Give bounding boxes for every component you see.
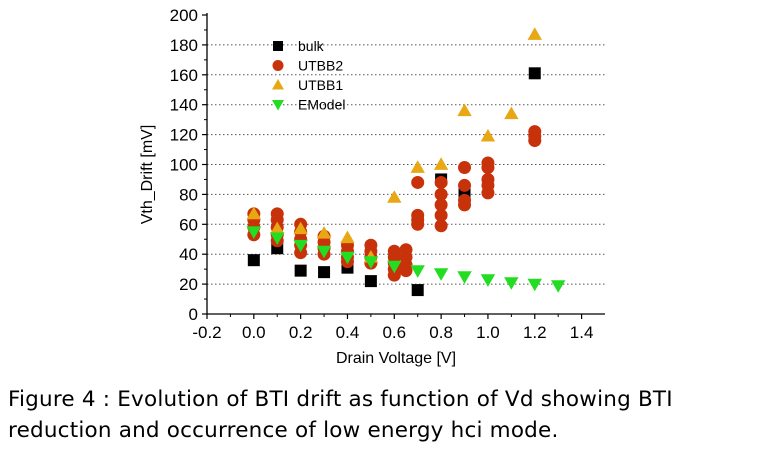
x-tick-label: 0.2 bbox=[289, 323, 313, 342]
y-tick-label: 0 bbox=[189, 305, 198, 324]
data-point-utbb2 bbox=[458, 198, 472, 212]
y-tick-label: 20 bbox=[179, 275, 198, 294]
data-point-utbb1 bbox=[504, 106, 519, 120]
y-tick-label: 80 bbox=[179, 185, 198, 204]
data-point-utbb2 bbox=[399, 264, 413, 278]
y-tick-label: 180 bbox=[170, 36, 198, 55]
x-tick-label: 1.2 bbox=[523, 323, 547, 342]
legend-marker-emodel bbox=[272, 100, 284, 111]
data-point-utbb1 bbox=[527, 27, 542, 40]
data-point-utbb2 bbox=[411, 175, 425, 189]
y-axis-title: Vth_Drift [mV] bbox=[139, 125, 156, 225]
y-tick-label: 200 bbox=[170, 6, 198, 25]
legend-marker-utbb1 bbox=[272, 79, 284, 90]
data-point-utbb2 bbox=[434, 198, 448, 212]
data-point-emodel bbox=[340, 251, 355, 265]
legend-marker-utbb2 bbox=[272, 60, 284, 71]
data-point-utbb2 bbox=[458, 178, 472, 192]
data-point-utbb2 bbox=[434, 219, 448, 233]
data-point-utbb1 bbox=[293, 221, 308, 235]
y-tick-label: 60 bbox=[179, 215, 198, 234]
data-point-utbb1 bbox=[433, 157, 449, 170]
caption-line-1: Figure 4 : Evolution of BTI drift as fun… bbox=[8, 387, 673, 412]
data-point-utbb1 bbox=[387, 190, 402, 203]
data-point-utbb1 bbox=[246, 206, 262, 220]
data-point-emodel bbox=[246, 226, 262, 239]
x-tick-label: 0.8 bbox=[429, 323, 453, 342]
data-point-emodel bbox=[270, 232, 285, 245]
data-point-utbb2 bbox=[481, 160, 495, 174]
data-point-emodel bbox=[504, 277, 519, 290]
data-points bbox=[246, 27, 566, 297]
data-point-utbb2 bbox=[434, 175, 448, 189]
data-point-emodel bbox=[387, 260, 402, 274]
y-tick-label: 140 bbox=[170, 96, 198, 115]
data-point-emodel bbox=[363, 256, 379, 269]
data-point-emodel bbox=[457, 271, 472, 284]
y-tick-label: 120 bbox=[170, 126, 198, 145]
data-point-utbb2 bbox=[528, 134, 542, 148]
x-tick-label: 0.0 bbox=[242, 323, 266, 342]
data-point-utbb2 bbox=[434, 187, 448, 201]
caption-line-2: reduction and occurrence of low energy h… bbox=[8, 418, 559, 443]
x-tick-label: -0.2 bbox=[192, 323, 221, 342]
figure-caption: Figure 4 : Evolution of BTI drift as fun… bbox=[8, 384, 784, 446]
data-point-utbb1 bbox=[457, 103, 472, 117]
legend-label: UTBB1 bbox=[298, 77, 343, 93]
legend-label: UTBB2 bbox=[298, 58, 343, 74]
data-point-emodel bbox=[316, 245, 332, 259]
data-point-utbb1 bbox=[480, 128, 496, 142]
scatter-chart: 0 20 40 60 80 100 120 140 160 180 200 -0.2 0.0 0.2 0.4… bbox=[139, 6, 605, 367]
data-point-utbb1 bbox=[410, 160, 425, 173]
data-point-bulk bbox=[411, 284, 424, 297]
data-point-utbb1 bbox=[340, 230, 355, 244]
legend-marker-bulk bbox=[273, 41, 283, 51]
data-point-emodel bbox=[550, 280, 566, 293]
data-point-utbb2 bbox=[458, 160, 472, 174]
data-point-utbb1 bbox=[270, 221, 285, 235]
data-point-utbb2 bbox=[294, 246, 308, 260]
data-point-bulk bbox=[294, 264, 307, 277]
data-point-bulk bbox=[318, 266, 331, 279]
x-tick-label: 0.4 bbox=[336, 323, 360, 342]
y-tick-label: 160 bbox=[170, 66, 198, 85]
x-axis-title: Drain Voltage [V] bbox=[336, 350, 456, 367]
data-point-emodel bbox=[433, 268, 449, 281]
y-tick-label: 40 bbox=[179, 245, 198, 264]
data-point-emodel bbox=[527, 278, 542, 292]
data-point-utbb2 bbox=[387, 268, 401, 282]
data-point-utbb2 bbox=[434, 208, 448, 222]
legend-label: EModel bbox=[298, 97, 345, 113]
axes: 0 20 40 60 80 100 120 140 160 180 200 -0.2 0.0 0.2 0.4… bbox=[170, 6, 605, 342]
x-tick-label: 1.0 bbox=[476, 323, 500, 342]
data-point-emodel bbox=[480, 274, 496, 287]
data-point-utbb1 bbox=[316, 226, 332, 239]
data-point-emodel bbox=[410, 265, 425, 278]
y-tick-label: 100 bbox=[170, 156, 198, 175]
legend-label: bulk bbox=[298, 38, 325, 54]
data-point-utbb2 bbox=[481, 186, 495, 200]
legend: bulk UTBB2 UTBB1 EModel bbox=[272, 38, 345, 113]
data-point-emodel bbox=[293, 239, 308, 253]
data-point-bulk bbox=[364, 275, 377, 288]
data-point-bulk bbox=[528, 67, 541, 80]
data-point-utbb2 bbox=[411, 217, 425, 231]
x-tick-label: 1.4 bbox=[570, 323, 594, 342]
data-point-bulk bbox=[247, 254, 260, 267]
x-tick-label: 0.6 bbox=[382, 323, 406, 342]
